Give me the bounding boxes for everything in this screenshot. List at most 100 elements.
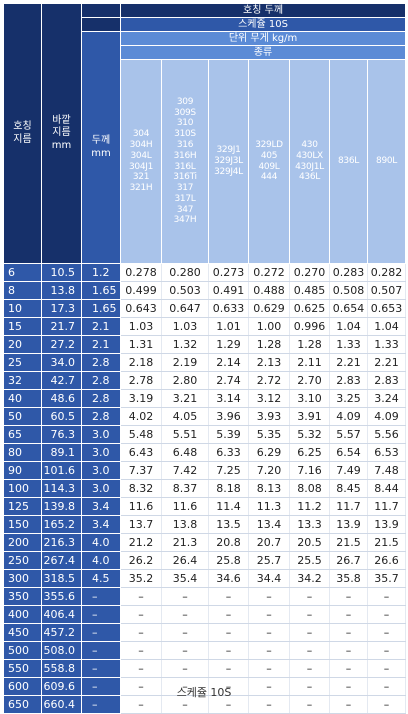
nominal-size-header: 호칭 지름 bbox=[3, 3, 42, 264]
unit-weight-cell: 3.91 bbox=[289, 407, 330, 426]
unit-weight-cell: – bbox=[161, 587, 209, 606]
outer-diameter-cell: 267.4 bbox=[41, 551, 82, 570]
unit-weight-cell: 25.8 bbox=[208, 551, 249, 570]
outer-diameter-cell: 48.6 bbox=[41, 389, 82, 408]
unit-weight-cell: 11.7 bbox=[366, 497, 407, 516]
unit-weight-cell: – bbox=[208, 659, 249, 678]
unit-weight-cell: – bbox=[161, 641, 209, 660]
unit-weight-cell: 11.4 bbox=[208, 497, 249, 516]
unit-weight-cell: 0.633 bbox=[208, 299, 249, 318]
unit-weight-cell: 5.51 bbox=[161, 425, 209, 444]
unit-weight-cell: 1.01 bbox=[208, 317, 249, 336]
table-row: 125 139.8 3.4 11.6 11.6 11.4 11.3 11.2 11.7 11.7 bbox=[3, 497, 407, 516]
wall-thickness-cell: 2.8 bbox=[81, 407, 121, 426]
outer-diameter-cell: 216.3 bbox=[41, 533, 82, 552]
unit-weight-cell: – bbox=[289, 605, 330, 624]
wall-thickness-cell: 4.0 bbox=[81, 533, 121, 552]
unit-weight-cell: 0.507 bbox=[366, 281, 407, 300]
nominal-size-cell: 50 bbox=[3, 407, 42, 426]
outer-diameter-cell: 355.6 bbox=[41, 587, 82, 606]
unit-weight-cell: – bbox=[366, 623, 407, 642]
outer-diameter-header: 바깥 지름 mm bbox=[41, 3, 82, 264]
unit-weight-cell: 3.21 bbox=[161, 389, 209, 408]
grade-header: 836L bbox=[329, 59, 368, 264]
unit-weight-cell: – bbox=[248, 677, 290, 696]
table-row: 350 355.6– – – – – – – – bbox=[3, 587, 407, 606]
unit-weight-cell: 0.491 bbox=[208, 281, 249, 300]
wall-thickness-cell: – bbox=[81, 641, 121, 660]
outer-diameter-cell: 10.5 bbox=[41, 263, 82, 282]
unit-weight-cell: – bbox=[329, 659, 368, 678]
unit-weight-cell: 3.24 bbox=[366, 389, 407, 408]
unit-weight-cell: 2.18 bbox=[120, 353, 162, 372]
unit-weight-cell: 21.5 bbox=[329, 533, 368, 552]
unit-weight-cell: 0.283 bbox=[329, 263, 368, 282]
unit-weight-cell: 0.503 bbox=[161, 281, 209, 300]
table-row: 500 508.0– – – – – – – – bbox=[3, 641, 407, 660]
unit-weight-cell: – bbox=[248, 605, 290, 624]
table-row: 250 267.4 4.0 26.2 26.4 25.8 25.7 25.5 26.7 26.6 bbox=[3, 551, 407, 570]
unit-weight-cell: 11.6 bbox=[161, 497, 209, 516]
wall-thickness-cell: – bbox=[81, 605, 121, 624]
table-row: 200 216.3 4.0 21.2 21.3 20.8 20.7 20.5 21.5 21.5 bbox=[3, 533, 407, 552]
unit-weight-cell: 25.7 bbox=[248, 551, 290, 570]
unit-weight-cell: – bbox=[366, 641, 407, 660]
grade-header: 309 309S 310 310S 316 316H 316L 316Ti 31… bbox=[161, 59, 209, 264]
nominal-size-cell: 400 bbox=[3, 605, 42, 624]
unit-weight-cell: – bbox=[329, 587, 368, 606]
nominal-size-cell: 15 bbox=[3, 317, 42, 336]
outer-diameter-cell: 318.5 bbox=[41, 569, 82, 588]
unit-weight-cell: 6.54 bbox=[329, 443, 368, 462]
unit-weight-cell: 26.6 bbox=[366, 551, 407, 570]
unit-weight-cell: 7.42 bbox=[161, 461, 209, 480]
unit-weight-cell: 0.485 bbox=[289, 281, 330, 300]
unit-weight-cell: – bbox=[208, 641, 249, 660]
table-row: 100 114.3 3.0 8.32 8.37 8.18 8.13 8.08 8.45 8.44 bbox=[3, 479, 407, 498]
unit-weight-cell: 2.70 bbox=[289, 371, 330, 390]
outer-diameter-cell: 508.0 bbox=[41, 641, 82, 660]
outer-diameter-cell: 13.8 bbox=[41, 281, 82, 300]
unit-weight-cell: 0.653 bbox=[366, 299, 407, 318]
grade-row: 304 304H 304L 304J1 321 321H 309 309S 310… bbox=[4, 59, 407, 264]
unit-weight-cell: 5.32 bbox=[289, 425, 330, 444]
unit-weight-cell: – bbox=[208, 677, 249, 696]
wall-thickness-cell: – bbox=[81, 587, 121, 606]
unit-weight-cell: 3.96 bbox=[208, 407, 249, 426]
grade-group-header: 종류 bbox=[119, 45, 407, 60]
wall-thickness-cell: 3.0 bbox=[81, 461, 121, 480]
outer-diameter-cell: 101.6 bbox=[41, 461, 82, 480]
unit-weight-cell: 5.57 bbox=[329, 425, 368, 444]
wall-thickness-cell: 3.4 bbox=[81, 515, 121, 534]
unit-weight-cell: – bbox=[248, 587, 290, 606]
unit-weight-cell: 5.39 bbox=[208, 425, 249, 444]
grade-header: 890L bbox=[366, 59, 407, 264]
unit-weight-cell: 0.270 bbox=[289, 263, 330, 282]
header-spacer bbox=[81, 17, 121, 32]
unit-weight-cell: 7.49 bbox=[329, 461, 368, 480]
nominal-size-cell: 8 bbox=[3, 281, 42, 300]
unit-weight-cell: – bbox=[120, 623, 162, 642]
unit-weight-cell: 2.21 bbox=[329, 353, 368, 372]
unit-weight-cell: 6.29 bbox=[248, 443, 290, 462]
wall-thickness-cell: – bbox=[81, 659, 121, 678]
unit-weight-cell: 7.25 bbox=[208, 461, 249, 480]
unit-weight-cell: 1.03 bbox=[120, 317, 162, 336]
unit-weight-cell: 3.14 bbox=[208, 389, 249, 408]
table-row: 15 21.7 2.1 1.03 1.03 1.01 1.00 0.996 1.04 1.04 bbox=[3, 317, 407, 336]
outer-diameter-cell: 165.2 bbox=[41, 515, 82, 534]
unit-weight-cell: 8.32 bbox=[120, 479, 162, 498]
unit-weight-cell: 20.7 bbox=[248, 533, 290, 552]
unit-weight-cell: 8.18 bbox=[208, 479, 249, 498]
unit-weight-cell: 0.499 bbox=[120, 281, 162, 300]
unit-weight-cell: – bbox=[208, 623, 249, 642]
outer-diameter-cell: 34.0 bbox=[41, 353, 82, 372]
wall-thickness-cell: 2.8 bbox=[81, 371, 121, 390]
unit-weight-cell: 1.00 bbox=[248, 317, 290, 336]
unit-weight-cell: 13.9 bbox=[329, 515, 368, 534]
outer-diameter-cell: 60.5 bbox=[41, 407, 82, 426]
table-row: 65 76.3 3.0 5.48 5.51 5.39 5.35 5.32 5.57 5.56 bbox=[3, 425, 407, 444]
unit-weight-cell: – bbox=[120, 659, 162, 678]
outer-diameter-cell: 609.6 bbox=[41, 677, 82, 696]
unit-weight-cell: 2.13 bbox=[248, 353, 290, 372]
nominal-size-cell: 10 bbox=[3, 299, 42, 318]
